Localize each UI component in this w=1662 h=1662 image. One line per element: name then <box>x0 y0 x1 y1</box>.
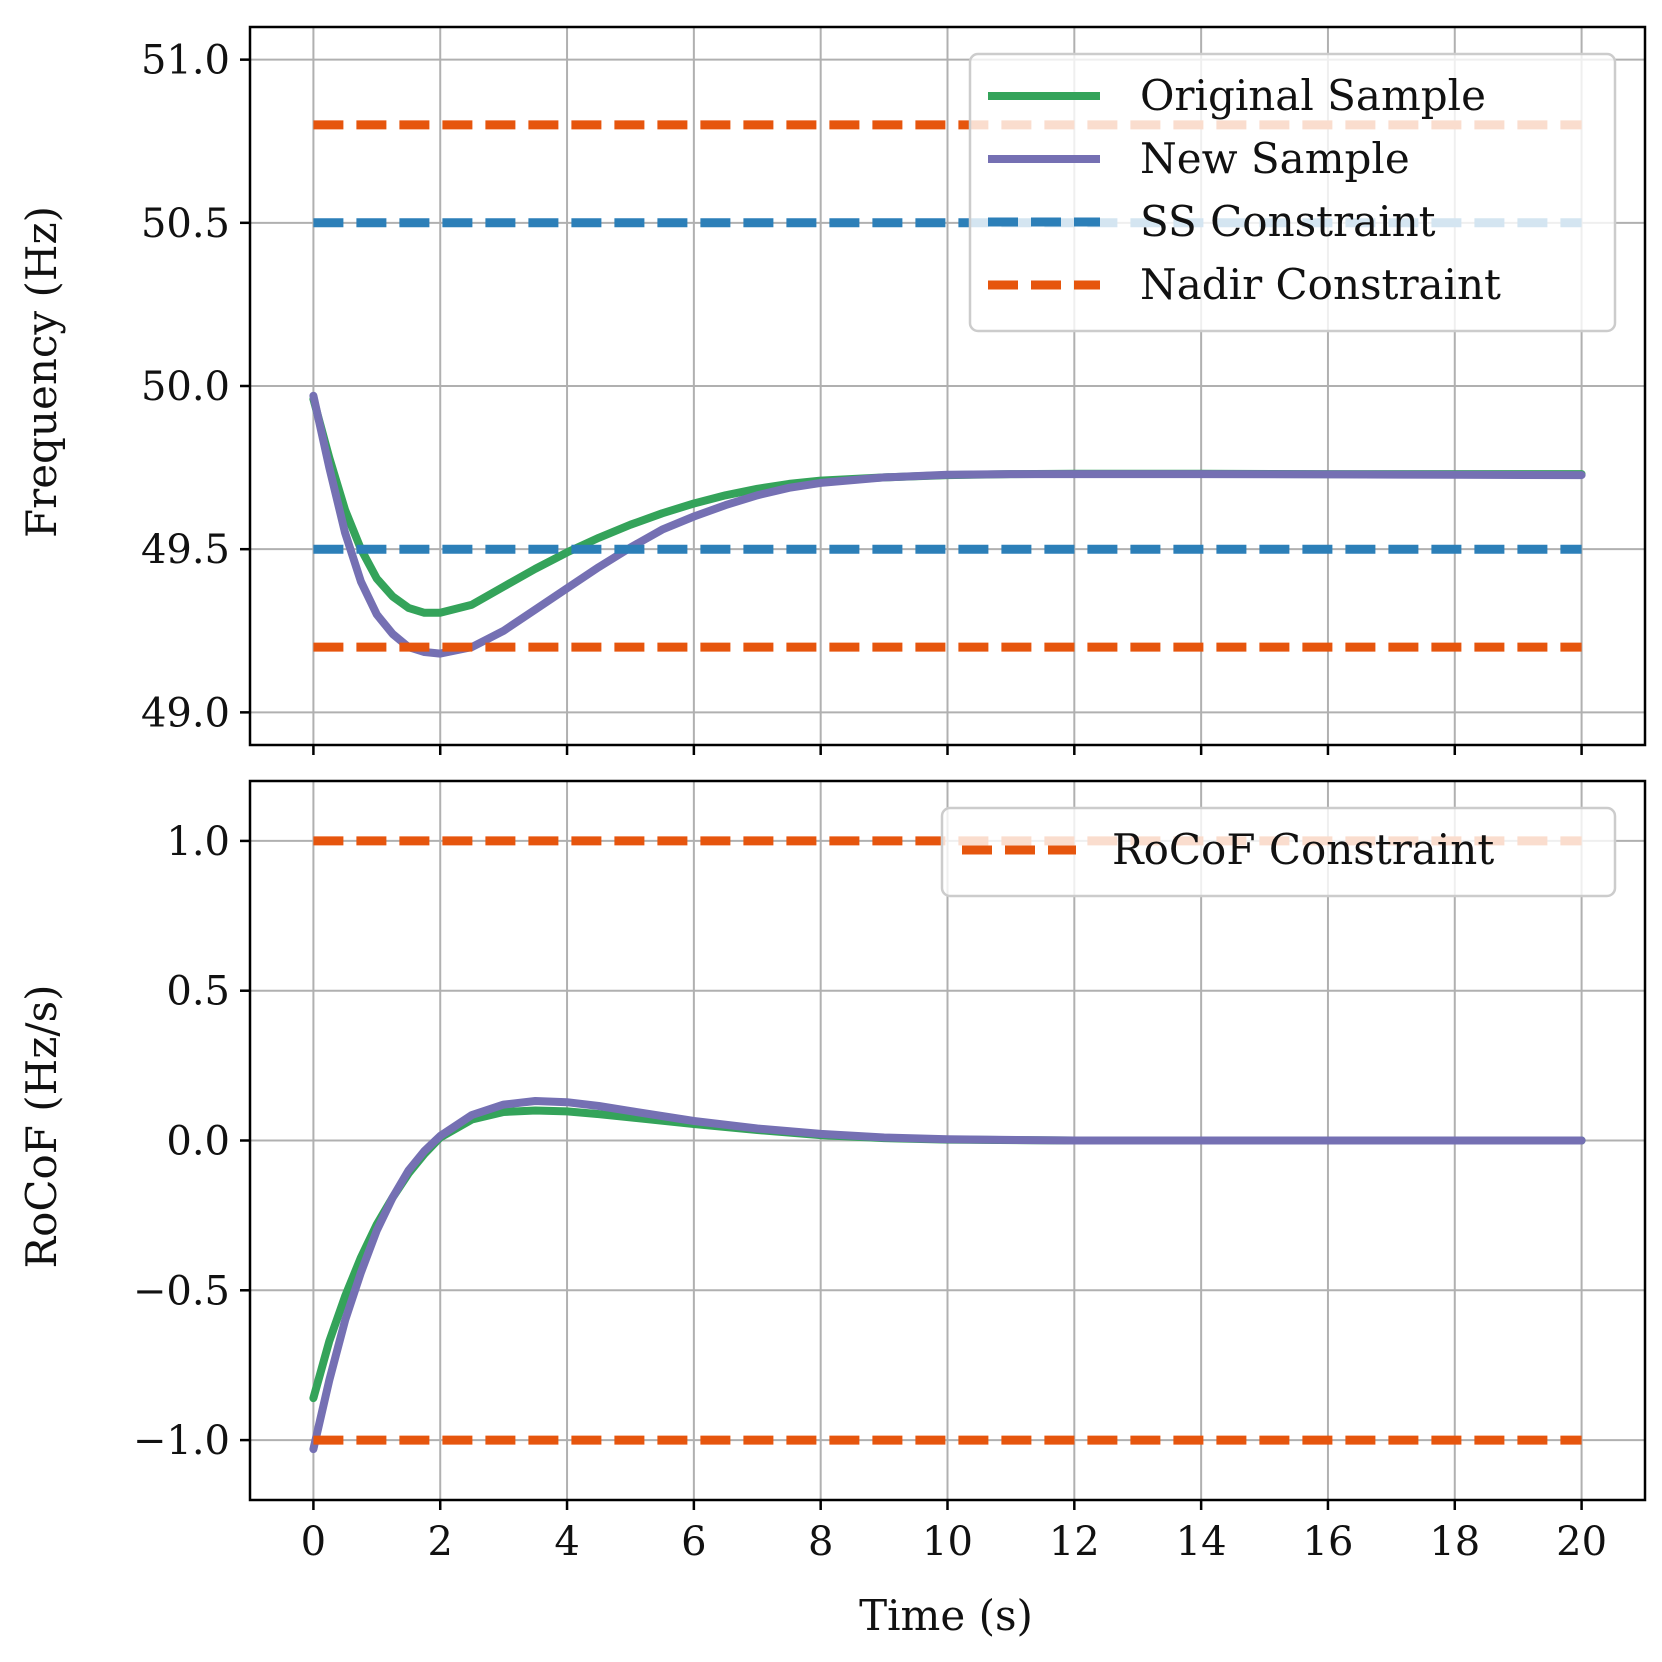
y-tick-label: 1.0 <box>166 819 230 865</box>
legend-box <box>940 806 1617 898</box>
x-tick-label: 8 <box>808 1519 833 1565</box>
legend-label-original-sample: Original Sample <box>1140 71 1486 120</box>
x-tick-label: 20 <box>1556 1519 1607 1565</box>
legend-box <box>968 52 1617 333</box>
x-tick-label: 10 <box>922 1519 973 1565</box>
y-tick-label: 0.0 <box>166 1119 230 1165</box>
y-tick-label: 51.0 <box>141 38 230 84</box>
new-sample-line <box>309 1097 1586 1454</box>
x-tick-label: 4 <box>554 1519 579 1565</box>
y-axis-label: Frequency (Hz) <box>17 206 66 538</box>
frequency-panel: 49.0 49.5 50.0 50.5 51.0 Frequency (Hz) Origin… <box>17 25 1647 755</box>
x-tick-label: 0 <box>301 1519 326 1565</box>
y-tick-label: 49.5 <box>141 527 230 573</box>
legend-label-new-sample: New Sample <box>1140 134 1410 183</box>
x-tick-label: 18 <box>1429 1519 1480 1565</box>
x-tick-label: 14 <box>1176 1519 1227 1565</box>
legend-label-ss-constraint: SS Constraint <box>1140 197 1436 246</box>
y-tick-label: −1.0 <box>133 1418 230 1464</box>
x-tick-label: 16 <box>1303 1519 1354 1565</box>
rocof-panel: −1.0 −0.5 0.0 0.5 1.0 0 2 4 6 8 10 12 14 16 18 20 RoCoF … <box>17 779 1647 1565</box>
y-tick-label: 50.0 <box>141 364 230 410</box>
y-tick-label: −0.5 <box>133 1268 230 1314</box>
y-tick-label: 49.0 <box>141 690 230 736</box>
x-tick-label: 2 <box>428 1519 453 1565</box>
x-axis-label: Time (s) <box>859 1591 1033 1640</box>
legend-label-nadir-constraint: Nadir Constraint <box>1140 260 1501 309</box>
y-tick-label: 50.5 <box>141 201 230 247</box>
legend-label-rocof-constraint: RoCoF Constraint <box>1112 825 1494 874</box>
y-tick-label: 0.5 <box>166 969 230 1015</box>
x-tick-label: 12 <box>1049 1519 1100 1565</box>
x-tick-label: 6 <box>681 1519 706 1565</box>
y-axis-label: RoCoF (Hz/s) <box>17 984 66 1268</box>
